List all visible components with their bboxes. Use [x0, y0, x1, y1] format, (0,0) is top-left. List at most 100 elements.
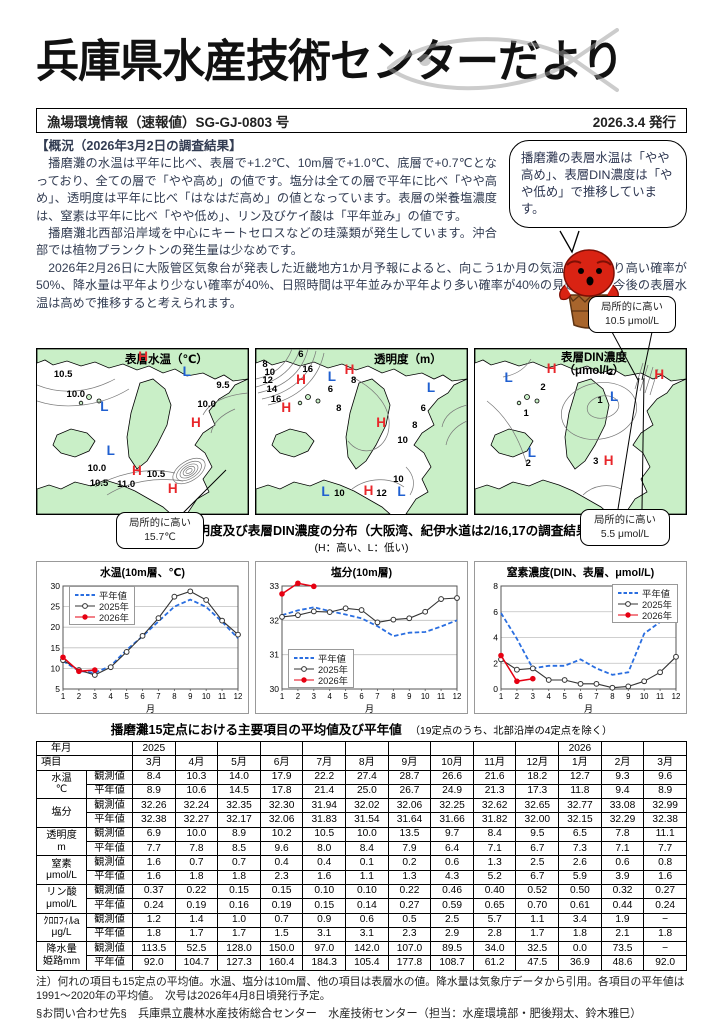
map-label: L [321, 484, 330, 500]
table-cell: 0.2 [387, 855, 432, 871]
table-cell: 107.0 [387, 941, 432, 957]
chart-nitrogen: 0 2 4 6 8 1 2 3 4 5 6 7 8 9 10 11 12 月平年値 2025年 2026年 [475, 580, 686, 716]
table-header-cell: 2026 [558, 740, 602, 757]
table-cell: 97.0 [302, 941, 347, 957]
table-header-cell [430, 740, 474, 757]
map-label: H [191, 415, 201, 430]
table-cell: 0.10 [345, 883, 389, 900]
table-header-cell: 3月 [132, 755, 176, 771]
table-cell: 2.5 [515, 855, 560, 871]
table-cell: 1.7 [174, 926, 219, 943]
table-cell: 32.15 [558, 812, 602, 828]
table-cell: 31.94 [302, 798, 347, 814]
table-cell: 降水量 姫路mm [36, 941, 87, 971]
table-cell: 32.25 [430, 798, 474, 814]
svg-text:9: 9 [407, 692, 411, 701]
table-cell: 0.27 [643, 883, 687, 900]
svg-text:6: 6 [359, 692, 363, 701]
table-cell: 0.40 [472, 883, 517, 900]
svg-text:12: 12 [672, 692, 681, 701]
table-cell: 8.9 [132, 783, 176, 800]
table-cell: 104.7 [174, 955, 219, 971]
table-cell: 27.4 [345, 769, 389, 785]
callout-din-south: 局所的に高い 5.5 μmol/L [580, 509, 670, 546]
table-header-cell: 2月 [600, 755, 645, 771]
table-cell: 13.5 [387, 826, 432, 843]
table-cell: 14.5 [217, 783, 261, 800]
svg-text:5: 5 [55, 684, 60, 694]
svg-text:1: 1 [61, 692, 65, 701]
map-label: L [426, 380, 436, 396]
callout-text: 局所的に高い [594, 515, 656, 526]
table-cell: 0.44 [600, 898, 645, 914]
table-cell: 塩分 [36, 798, 87, 828]
table-header-cell: 7月 [302, 755, 347, 771]
table-cell: 0.19 [174, 898, 219, 914]
table-cell: 26.6 [430, 769, 474, 785]
table-cell: 観測値 [86, 912, 133, 928]
map-labels-surface-temp: H 10.5 10.0 L L 9.5 10.0 H L 10.0 H 10.5 10.5 11.0 H [37, 349, 248, 514]
table-cell: 113.5 [132, 941, 176, 957]
map-label: L [610, 388, 619, 404]
map-label: L [504, 370, 513, 386]
table-cell: 0.24 [643, 898, 687, 914]
map-label: H [167, 481, 178, 496]
table-cell: 31.54 [345, 812, 389, 828]
table-cell: 21.4 [302, 783, 347, 800]
table-header-cell [259, 740, 304, 757]
map-label: 16 [302, 363, 313, 375]
svg-text:32: 32 [270, 615, 280, 625]
table-cell: 5.7 [472, 912, 517, 928]
table-cell: 0.6 [600, 855, 645, 871]
table-cell: 32.29 [600, 812, 645, 828]
table-cell: 52.5 [174, 941, 219, 957]
svg-text:12: 12 [234, 692, 243, 701]
table-caption-note: （19定点のうち、北部沿岸の4定点を除く） [409, 726, 613, 737]
callout-value: 15.7℃ [144, 531, 176, 543]
table-cell: 36.9 [558, 955, 602, 971]
svg-text:9: 9 [188, 692, 192, 701]
svg-text:4: 4 [547, 692, 552, 701]
table-caption: 播磨灘15定点における主要項目の平均値及び平年値 （19定点のうち、北部沿岸の4定… [36, 719, 687, 738]
table-cell: 150.0 [259, 941, 304, 957]
table-cell: 7.7 [132, 841, 176, 857]
chart-title-water-temp: 水温(10m層、℃) [99, 567, 186, 579]
map-label: 10 [393, 474, 404, 486]
svg-text:3: 3 [312, 692, 316, 701]
svg-text:月: 月 [146, 704, 155, 714]
table-cell: 184.3 [302, 955, 347, 971]
svg-text:15: 15 [51, 643, 61, 653]
table-cell: 89.5 [430, 941, 474, 957]
table-cell: 1.8 [174, 869, 219, 885]
map-label: H [603, 452, 614, 468]
table-cell: 3.4 [558, 912, 602, 928]
table-cell: 2.3 [387, 926, 432, 943]
table-cell: 1.8 [132, 926, 176, 943]
svg-text:月: 月 [584, 704, 593, 714]
contact-line-1: §お問い合わせ先§ 兵庫県立農林水産技術総合センター 水産技術センター（担当：水… [36, 1007, 642, 1020]
map-label: 10.0 [87, 462, 107, 474]
svg-text:8: 8 [172, 692, 176, 701]
map-label: 1 [523, 408, 529, 420]
table-cell: 61.2 [472, 955, 517, 971]
svg-text:3: 3 [93, 692, 97, 701]
table-cell: 8.0 [302, 841, 347, 857]
table-cell: 0.5 [387, 912, 432, 928]
table-cell: 0.7 [259, 912, 304, 928]
table-cell: 105.4 [345, 955, 389, 971]
maps-caption-note: (H：高い、L：低い) [314, 542, 409, 554]
table-cell: 31.64 [387, 812, 432, 828]
map-label: 2 [525, 457, 531, 469]
table-header-cell: 2025 [132, 740, 176, 757]
table-cell: 8.9 [217, 826, 261, 843]
table-cell: 2.3 [259, 869, 304, 885]
table-cell: 0.6 [430, 855, 474, 871]
map-label: 6 [420, 403, 426, 415]
table-cell: 1.3 [387, 869, 432, 885]
table-cell: 6.7 [515, 841, 560, 857]
issue-number: 漁場環境情報（速報値）SG-GJ-0803 号 [47, 114, 290, 130]
header: 兵庫県水産技術センターだより [36, 20, 687, 106]
map-label: 10.5 [53, 368, 73, 380]
map-label: 14 [266, 383, 278, 395]
